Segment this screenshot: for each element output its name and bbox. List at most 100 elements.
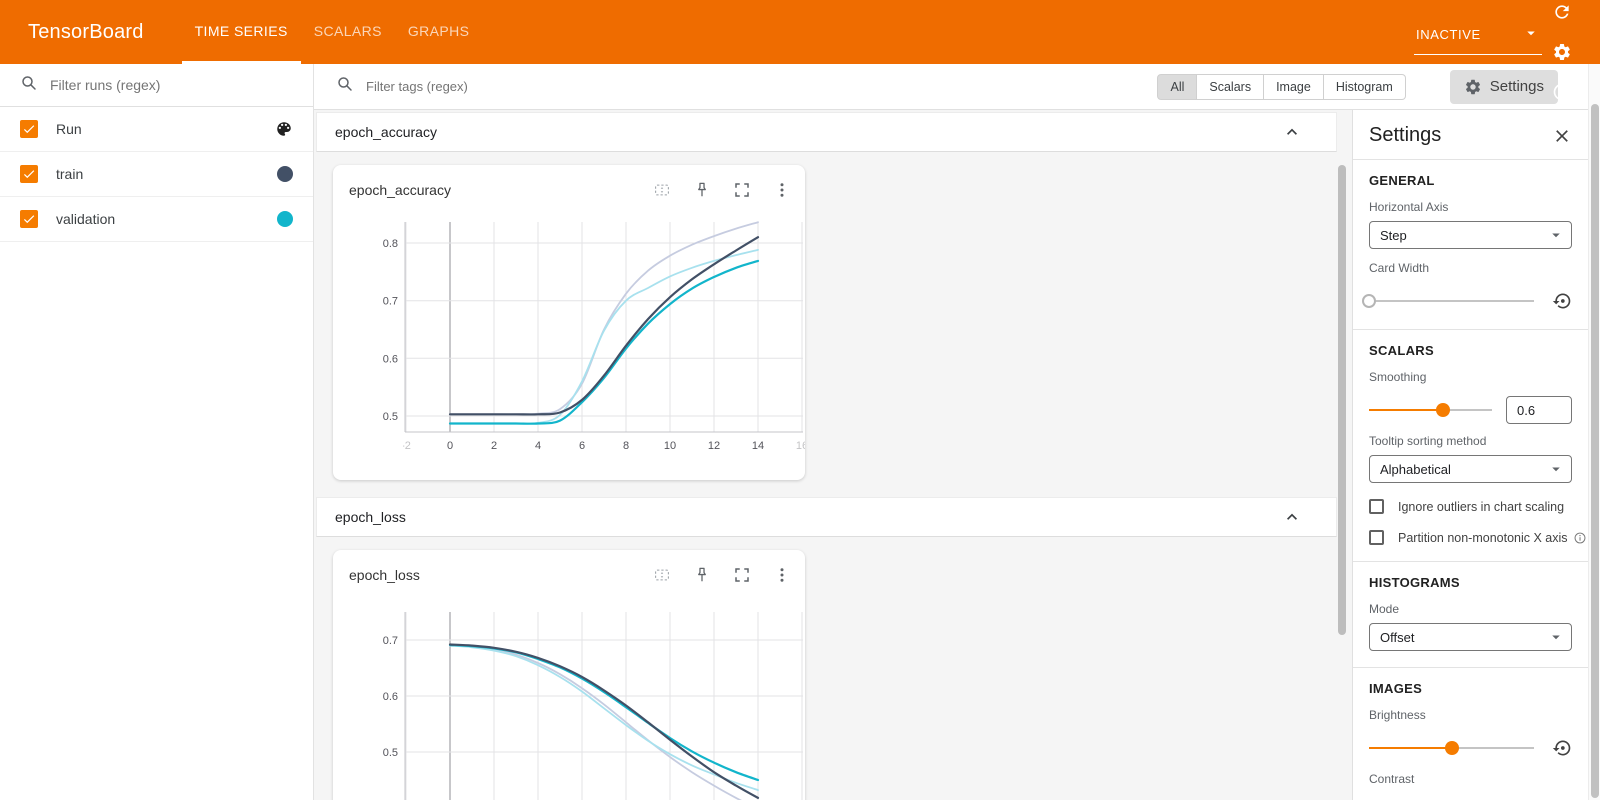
select-value: Step xyxy=(1380,227,1407,243)
section-title: epoch_loss xyxy=(335,509,406,525)
search-icon xyxy=(20,74,38,97)
settings-panel-body: GENERAL Horizontal Axis Step Card Width SCAL… xyxy=(1353,160,1588,800)
svg-text:-2: -2 xyxy=(401,440,411,452)
tags-filter-input[interactable] xyxy=(366,79,1158,94)
select-horizontal-axis[interactable]: Step xyxy=(1369,221,1572,249)
setting-label-brightness: Brightness xyxy=(1369,708,1426,722)
card-actions xyxy=(653,566,791,584)
app-header: TensorBoard TIME SERIES SCALARS GRAPHS INA… xyxy=(0,0,1600,101)
tab-graphs[interactable]: GRAPHS xyxy=(407,22,470,39)
settings-panel-header: Settings xyxy=(1353,110,1588,159)
fullscreen-icon[interactable] xyxy=(733,181,751,199)
svg-text:0.5: 0.5 xyxy=(383,747,398,759)
settings-section-heading: IMAGES xyxy=(1369,681,1423,696)
settings-section-heading: HISTOGRAMS xyxy=(1369,575,1460,590)
header-icon-buttons xyxy=(1542,0,1582,112)
close-icon[interactable] xyxy=(1552,126,1572,146)
filter-button-scalars[interactable]: Scalars xyxy=(1197,73,1265,100)
run-checkbox[interactable] xyxy=(20,210,38,228)
slider-row-card-width xyxy=(1362,289,1572,313)
fit-to-domain-icon[interactable] xyxy=(653,566,671,584)
page-scrollbar-track[interactable] xyxy=(1588,64,1600,800)
svg-text:0: 0 xyxy=(447,440,453,452)
card-title: epoch_accuracy xyxy=(349,182,451,198)
main-scrollbar-thumb[interactable] xyxy=(1338,165,1346,635)
svg-text:12: 12 xyxy=(708,440,720,452)
select-tooltip-sorting-method[interactable]: Alphabetical xyxy=(1369,455,1572,483)
settings-section-histograms: HISTOGRAMS Mode Offset xyxy=(1353,562,1588,667)
more-options-icon[interactable] xyxy=(773,566,791,584)
scalar-card-epoch_loss: epoch_loss 0.5 0.6 0.7 xyxy=(333,550,805,800)
run-row-run[interactable]: Run xyxy=(0,107,313,152)
svg-text:4: 4 xyxy=(535,440,541,452)
checkbox-box[interactable] xyxy=(1369,530,1384,545)
pin-icon[interactable] xyxy=(693,566,711,584)
section-header-epoch_loss[interactable]: epoch_loss xyxy=(316,497,1337,537)
chevron-down-icon xyxy=(1522,24,1540,45)
run-label: validation xyxy=(56,211,116,227)
filter-button-histogram[interactable]: Histogram xyxy=(1323,73,1406,100)
info-icon[interactable] xyxy=(1573,531,1587,545)
divider xyxy=(1353,159,1588,160)
tab-time-series[interactable]: TIME SERIES xyxy=(181,0,301,64)
settings-button-label: Settings xyxy=(1489,78,1544,95)
page-scrollbar-thumb[interactable] xyxy=(1591,104,1599,798)
slider-knob[interactable] xyxy=(1444,741,1459,755)
setting-label-mode: Mode xyxy=(1369,602,1400,616)
filter-button-all[interactable]: All xyxy=(1157,73,1198,100)
chevron-up-icon[interactable] xyxy=(1282,507,1302,527)
cards-area: epoch_accuracy epoch_accuracy 0.5 0.6 0.7 0.8… xyxy=(314,110,1352,800)
gear-icon[interactable] xyxy=(1542,32,1582,72)
card-header: epoch_accuracy xyxy=(333,165,805,215)
slider-value-input[interactable]: 0.6 xyxy=(1506,396,1572,424)
run-checkbox[interactable] xyxy=(20,165,38,183)
palette-icon[interactable] xyxy=(275,120,293,138)
chevron-down-icon xyxy=(1547,628,1565,646)
select-value: Offset xyxy=(1380,629,1415,645)
chart-canvas-epoch_loss[interactable]: 0.5 0.6 0.7 xyxy=(333,600,805,800)
tag-type-filter-group: All Scalars Image Histogram xyxy=(1157,73,1406,100)
slider-knob[interactable] xyxy=(1362,294,1376,308)
chevron-up-icon[interactable] xyxy=(1282,122,1302,142)
fit-to-domain-icon[interactable] xyxy=(653,181,671,199)
runs-filter-row xyxy=(0,64,313,107)
fullscreen-icon[interactable] xyxy=(733,566,751,584)
slider-smoothing[interactable] xyxy=(1369,403,1492,417)
section-header-epoch_accuracy[interactable]: epoch_accuracy xyxy=(316,112,1337,152)
checkbox-box[interactable] xyxy=(1369,499,1384,514)
checkbox-ignore-outliers-in-chart-scaling[interactable]: Ignore outliers in chart scaling xyxy=(1369,499,1572,514)
checkbox-partition-non-monotonic-x-axis[interactable]: Partition non-monotonic X axis xyxy=(1369,530,1585,545)
svg-text:0.7: 0.7 xyxy=(383,635,398,647)
chevron-down-icon xyxy=(1547,226,1565,244)
pin-icon[interactable] xyxy=(693,181,711,199)
slider-card-width[interactable] xyxy=(1362,294,1534,308)
chart-canvas-epoch_accuracy[interactable]: 0.5 0.6 0.7 0.8 0 2 4 6 8 10 12 14 -2 16 xyxy=(333,215,805,480)
slider-brightness[interactable] xyxy=(1369,741,1534,755)
setting-label-smoothing: Smoothing xyxy=(1369,370,1427,384)
settings-section-heading: SCALARS xyxy=(1369,343,1434,358)
run-row-validation[interactable]: validation xyxy=(0,197,313,242)
slider-knob[interactable] xyxy=(1435,403,1450,417)
run-row-train[interactable]: train xyxy=(0,152,313,197)
settings-panel-title: Settings xyxy=(1369,124,1442,146)
reset-icon[interactable] xyxy=(1552,291,1572,311)
svg-text:0.5: 0.5 xyxy=(383,411,398,423)
run-checkbox[interactable] xyxy=(20,120,38,138)
reset-icon[interactable] xyxy=(1552,738,1572,758)
refresh-icon[interactable] xyxy=(1542,0,1582,32)
settings-button[interactable]: Settings xyxy=(1449,69,1558,104)
filter-button-image[interactable]: Image xyxy=(1264,73,1324,100)
help-icon[interactable] xyxy=(1542,72,1582,112)
header-right: INACTIVE xyxy=(1414,0,1600,101)
card-header: epoch_loss xyxy=(333,550,805,600)
settings-section-images: IMAGES Brightness Contrast xyxy=(1353,668,1588,800)
svg-text:0.6: 0.6 xyxy=(383,353,398,365)
run-status-select[interactable]: INACTIVE xyxy=(1414,24,1542,55)
select-mode[interactable]: Offset xyxy=(1369,623,1572,651)
settings-section-general: GENERAL Horizontal Axis Step Card Width xyxy=(1353,160,1588,329)
scalar-card-epoch_accuracy: epoch_accuracy 0.5 0.6 0.7 0.8 0 2 4 6 8 10 12 14 -2 1… xyxy=(333,165,805,480)
more-options-icon[interactable] xyxy=(773,181,791,199)
tab-scalars[interactable]: SCALARS xyxy=(313,22,382,39)
runs-filter-input[interactable] xyxy=(50,77,299,93)
